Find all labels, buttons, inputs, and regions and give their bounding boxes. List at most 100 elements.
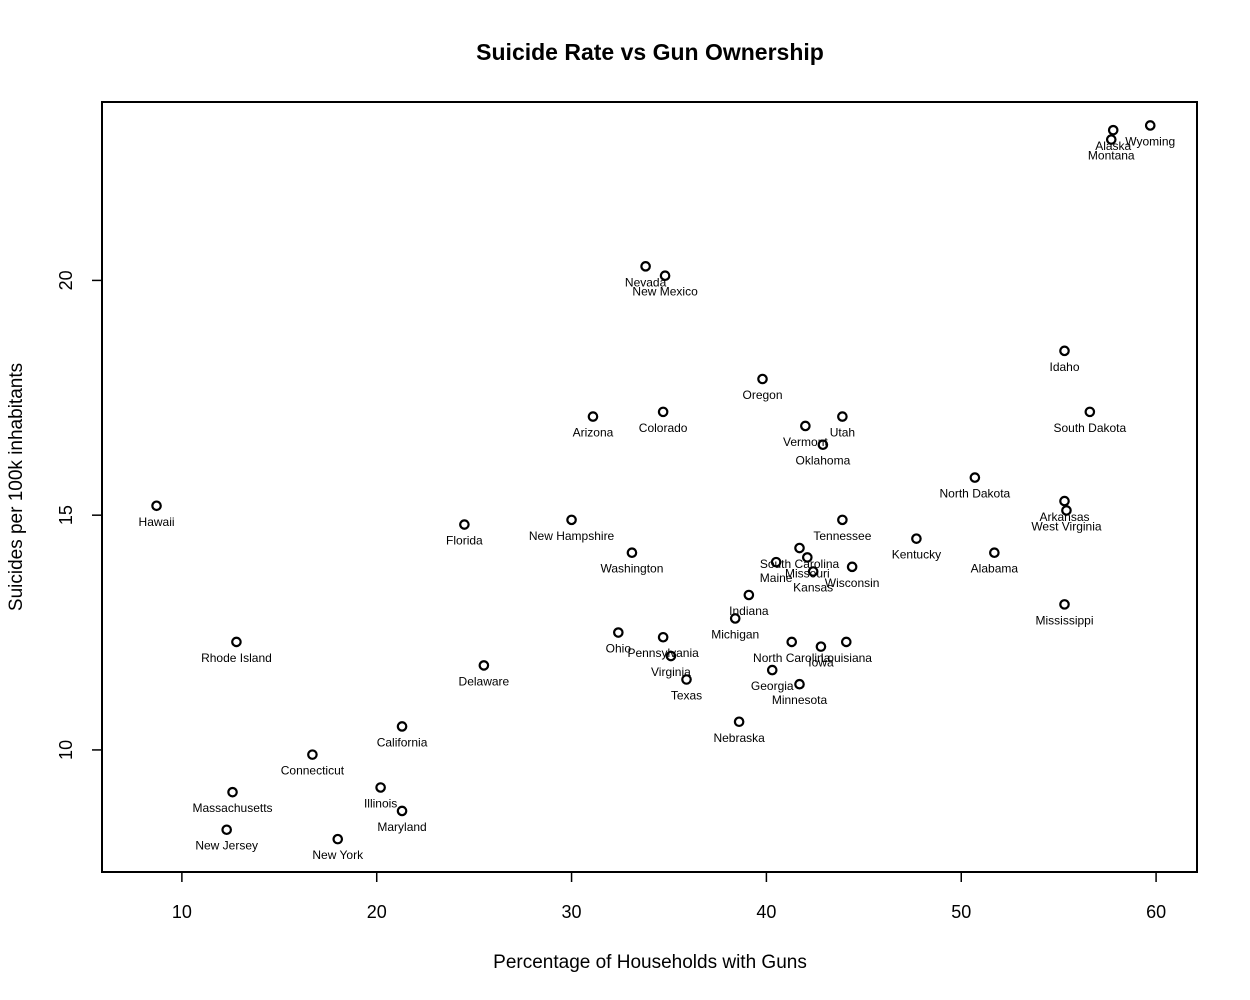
point-label: Indiana [729, 604, 769, 618]
data-point [840, 636, 852, 648]
data-point [766, 664, 778, 676]
point-label: Rhode Island [201, 651, 272, 665]
point-label: Colorado [639, 421, 688, 435]
point-label: California [377, 735, 428, 749]
point-label: Nevada [625, 275, 667, 289]
data-point [729, 613, 741, 624]
point-label: Michigan [711, 627, 759, 641]
data-point [587, 411, 599, 422]
point-label: Virginia [651, 665, 691, 679]
data-point [1144, 120, 1156, 131]
data-point [396, 805, 408, 817]
point-label: New Hampshire [529, 529, 615, 543]
data-point [794, 678, 805, 690]
data-point [332, 833, 344, 845]
x-tick-label: 60 [1146, 902, 1166, 922]
point-label: Tennessee [813, 529, 871, 543]
data-point [1107, 124, 1119, 136]
point-label: Kentucky [892, 548, 941, 562]
point-label: South Dakota [1053, 421, 1126, 435]
point-label: Louisiana [821, 651, 873, 665]
point-label: Washington [600, 562, 663, 576]
x-tick-label: 10 [172, 902, 192, 922]
chart-title: Suicide Rate vs Gun Ownership [476, 39, 824, 65]
point-label: Arkansas [1039, 510, 1089, 524]
data-point [802, 552, 813, 563]
point-label: Wyoming [1125, 134, 1175, 148]
point-label: Mississippi [1036, 613, 1094, 627]
data-point [231, 636, 242, 648]
x-tick-label: 40 [756, 902, 776, 922]
data-point [794, 542, 805, 554]
point-label: Maryland [377, 820, 426, 834]
data-point [640, 261, 651, 272]
data-point [911, 533, 922, 544]
point-label: Nebraska [713, 731, 765, 745]
data-point [657, 406, 669, 418]
point-label: Alaska [1095, 139, 1131, 153]
data-point [1084, 406, 1096, 418]
point-label: Minnesota [772, 693, 828, 707]
point-label: North Dakota [940, 487, 1011, 501]
data-point [837, 514, 848, 526]
point-label: Kansas [793, 581, 833, 595]
point-label: Iowa [808, 656, 834, 670]
point-label: North Carolina [753, 651, 831, 665]
y-tick-label: 20 [56, 270, 76, 290]
point-label: New York [312, 848, 364, 862]
data-point [613, 627, 624, 638]
point-label: South Carolina [760, 557, 840, 571]
point-label: Delaware [459, 674, 510, 688]
x-axis-title: Percentage of Households with Guns [493, 952, 807, 973]
data-point [800, 420, 811, 432]
data-point [681, 674, 692, 685]
data-point [807, 566, 819, 577]
data-point [459, 519, 470, 530]
y-tick-label: 10 [56, 740, 76, 760]
x-tick-label: 50 [951, 902, 971, 922]
data-point [757, 373, 768, 385]
point-label: Montana [1088, 149, 1135, 163]
data-points: Hawaii Rhode Island Massachusetts New Jerse… [139, 120, 1175, 862]
data-point [733, 716, 745, 728]
point-label: Oregon [742, 388, 782, 402]
y-axis: 10 15 20 [56, 270, 103, 760]
data-point [1061, 505, 1072, 516]
data-point [375, 782, 386, 793]
point-label: Connecticut [281, 764, 345, 778]
point-label: New Jersey [195, 839, 258, 853]
data-point [665, 650, 677, 662]
y-axis-title: Suicides per 100k inhabitants [6, 363, 27, 611]
point-label: Hawaii [139, 515, 175, 529]
data-point [1105, 134, 1117, 145]
point-label: New Mexico [632, 285, 698, 299]
data-point [837, 411, 848, 422]
point-label: Ohio [606, 642, 632, 656]
data-point [227, 786, 238, 798]
data-point [307, 749, 318, 760]
point-label: Oklahoma [796, 454, 851, 468]
data-point [817, 439, 829, 451]
x-tick-label: 20 [367, 902, 387, 922]
data-point [1059, 599, 1070, 610]
point-label: Pennsylvania [627, 646, 699, 660]
point-label: Wisconsin [825, 576, 880, 590]
point-label: Arizona [573, 426, 614, 440]
point-label: Florida [446, 534, 483, 548]
point-label: Vermont [783, 435, 828, 449]
point-label: Maine [760, 571, 793, 585]
data-point [786, 636, 798, 648]
data-point [743, 589, 755, 601]
point-label: Illinois [364, 796, 397, 810]
data-point [396, 721, 408, 732]
point-label: Alabama [971, 562, 1019, 576]
data-point [626, 547, 638, 559]
x-tick-label: 30 [562, 902, 582, 922]
plot-frame [101, 101, 1198, 873]
point-label: Idaho [1049, 360, 1079, 374]
data-point [659, 270, 671, 282]
data-point [846, 561, 858, 573]
point-label: Utah [830, 426, 855, 440]
x-axis: 10 20 30 40 50 60 [172, 871, 1166, 922]
